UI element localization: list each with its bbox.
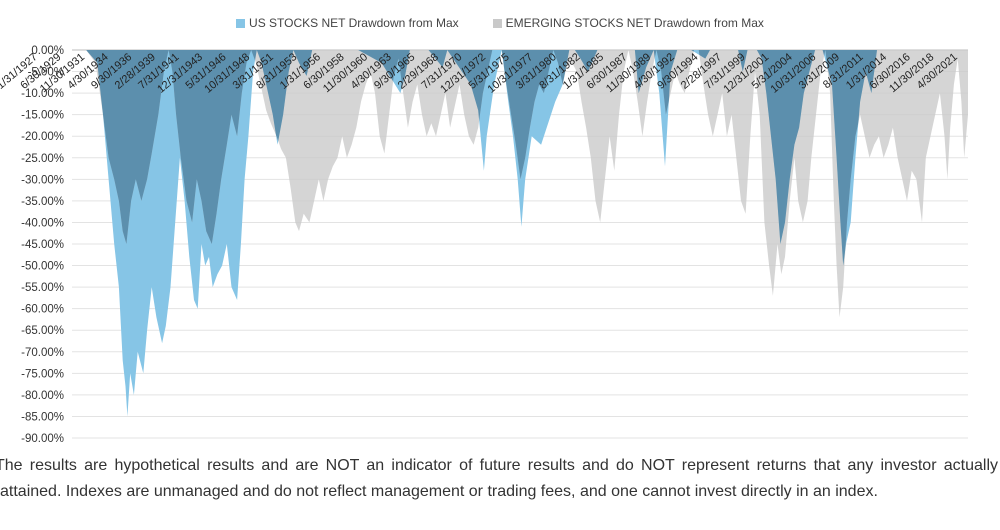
y-tick-label: -85.00% (21, 411, 64, 423)
legend-swatch-emerging-stocks (492, 18, 502, 28)
overlap-drawdown-area (72, 50, 968, 318)
y-tick-label: -45.00% (21, 239, 64, 251)
chart-legend: US STOCKS NET Drawdown from Max EMERGING… (0, 16, 1000, 30)
y-tick-label: 0.00% (31, 45, 64, 57)
y-tick-label: -30.00% (21, 174, 64, 186)
series-areas (72, 50, 968, 417)
legend-swatch-us-stocks (236, 18, 246, 28)
legend-label-us-stocks: US STOCKS NET Drawdown from Max (249, 16, 459, 30)
y-tick-label: -5.00% (28, 67, 64, 79)
emerging-stocks-drawdown-area (72, 50, 968, 318)
y-tick-label: -65.00% (21, 325, 64, 337)
y-tick-label: -70.00% (21, 347, 64, 359)
y-tick-label: -50.00% (21, 261, 64, 273)
y-tick-label: -75.00% (21, 368, 64, 380)
y-tick-label: -80.00% (21, 390, 64, 402)
drawdown-chart: 0.00% -5.00% -10.00% -15.00% -20.00% -25.00% -… (0, 45, 968, 445)
y-axis-tick-labels: 0.00% -5.00% -10.00% -15.00% -20.00% -25.00% -… (21, 45, 64, 445)
y-tick-label: -60.00% (21, 304, 64, 316)
y-tick-label: -10.00% (21, 88, 64, 100)
legend-item-us-stocks: US STOCKS NET Drawdown from Max (236, 16, 459, 30)
legend-label-emerging-stocks: EMERGING STOCKS NET Drawdown from Max (505, 16, 764, 30)
legend-item-emerging-stocks: EMERGING STOCKS NET Drawdown from Max (492, 16, 764, 30)
y-tick-label: -55.00% (21, 282, 64, 294)
y-tick-label: -15.00% (21, 110, 64, 122)
y-tick-label: -20.00% (21, 131, 64, 143)
y-tick-label: -90.00% (21, 433, 64, 445)
disclaimer-caption: The results are hypothetical results and… (0, 457, 998, 500)
y-tick-label: -40.00% (21, 217, 64, 229)
y-tick-label: -25.00% (21, 153, 64, 165)
y-tick-label: -35.00% (21, 196, 64, 208)
